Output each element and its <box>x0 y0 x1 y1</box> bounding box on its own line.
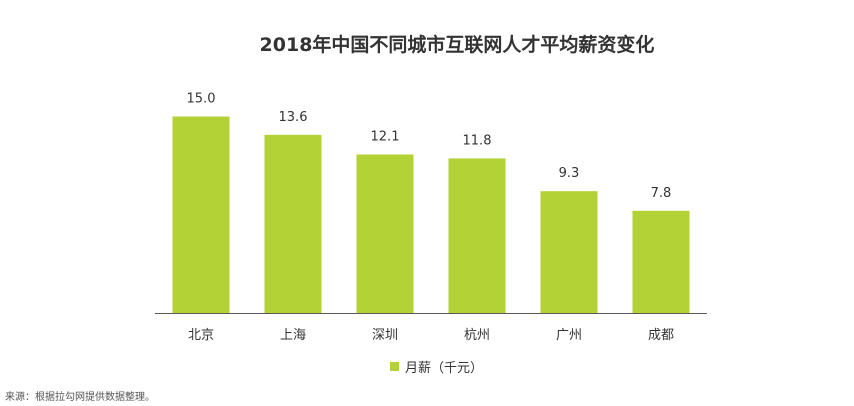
x-tick-label-4: 广州 <box>556 328 582 343</box>
bar-1 <box>264 134 322 313</box>
bar-5 <box>632 210 690 313</box>
x-tick-label-5: 成都 <box>648 328 674 343</box>
data-label-3: 11.8 <box>463 133 492 148</box>
data-label-5: 7.8 <box>651 186 672 201</box>
chart-title: 2018年中国不同城市互联网人才平均薪资变化 <box>259 34 655 56</box>
data-label-2: 12.1 <box>371 129 400 144</box>
bar-3 <box>448 158 506 313</box>
x-tick-label-1: 上海 <box>280 328 306 343</box>
bar-2 <box>356 154 414 313</box>
legend: 月薪（千元） <box>390 357 483 376</box>
x-tick-label-3: 杭州 <box>464 328 490 343</box>
legend-swatch <box>390 362 399 371</box>
x-tick-label-0: 北京 <box>188 328 214 343</box>
data-label-4: 9.3 <box>559 166 580 181</box>
bar-4 <box>540 191 598 313</box>
source-note: 来源：根据拉勾网提供数据整理。 <box>5 392 155 403</box>
x-tick-label-2: 深圳 <box>372 328 398 343</box>
bar-0 <box>172 116 230 313</box>
legend-label: 月薪（千元） <box>405 361 484 376</box>
data-label-1: 13.6 <box>279 110 308 125</box>
data-label-0: 15.0 <box>187 92 216 107</box>
